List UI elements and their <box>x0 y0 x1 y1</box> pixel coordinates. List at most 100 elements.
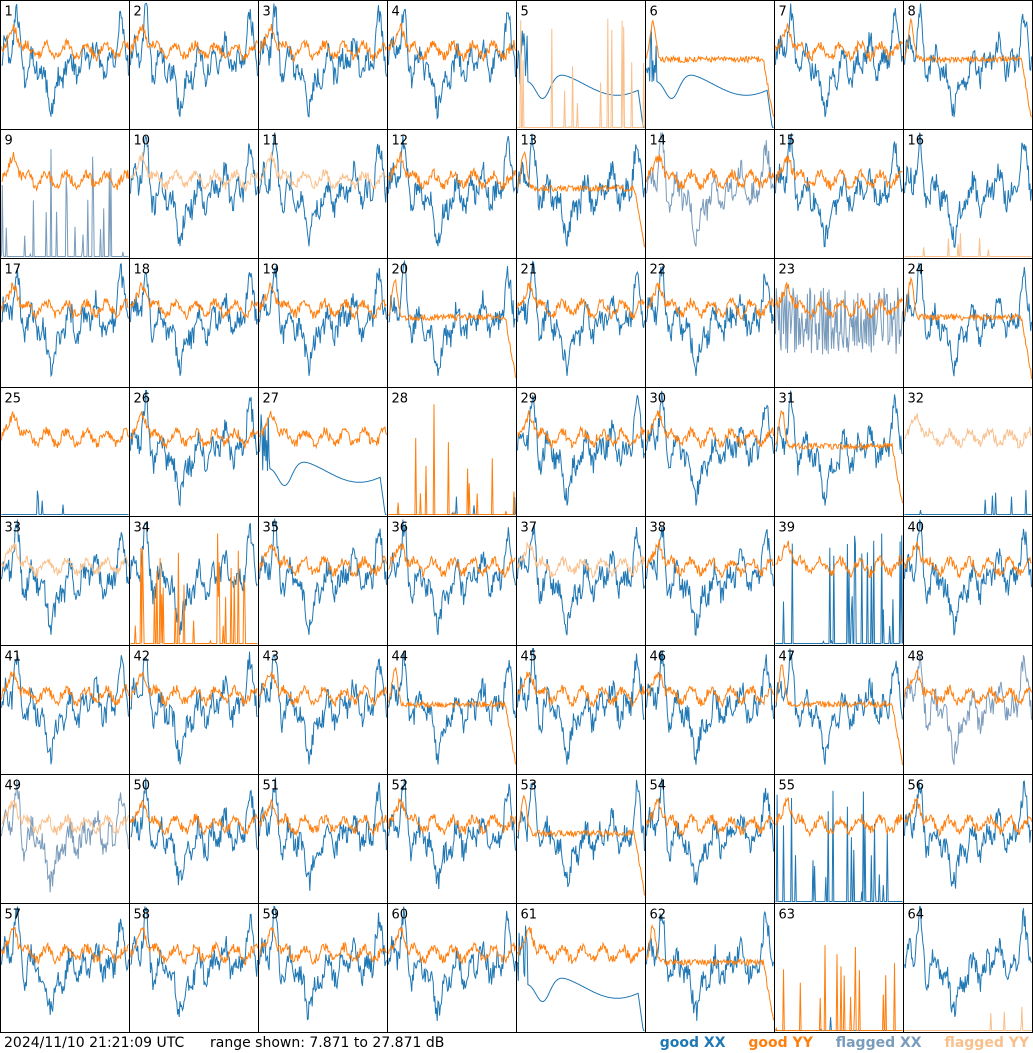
panel-1: 1 <box>0 0 130 130</box>
series-yy-line <box>646 19 774 117</box>
panel-label: 19 <box>263 263 280 278</box>
series-xx-line <box>646 132 774 247</box>
series-yy-line <box>775 23 903 63</box>
series-yy-line <box>1 799 129 836</box>
panel-label: 36 <box>392 521 409 536</box>
series-xx-line <box>904 519 1032 636</box>
panel-frame <box>774 645 904 775</box>
panel-63: 63 <box>774 903 904 1033</box>
series-yy-line <box>904 668 1032 706</box>
series-xx-line <box>904 490 1032 515</box>
panel-frame <box>774 0 904 130</box>
panel-frame <box>129 774 259 904</box>
panel-label: 31 <box>779 392 796 407</box>
legend-good-yy: good YY <box>748 1035 813 1051</box>
panel-label: 38 <box>650 521 667 536</box>
series-xx-line <box>646 650 774 765</box>
series-xx-line <box>388 259 516 376</box>
panel-6: 6 <box>645 0 775 130</box>
panel-frame <box>774 387 904 517</box>
series-yy-line <box>130 926 258 966</box>
series-yy-line <box>904 797 1032 837</box>
panel-label: 32 <box>908 392 925 407</box>
panel-label: 39 <box>779 521 796 536</box>
panel-label: 64 <box>908 908 925 923</box>
panel-frame <box>129 0 259 130</box>
panel-frame <box>258 0 388 130</box>
series-xx-line <box>259 517 387 635</box>
series-xx-line <box>646 265 774 377</box>
panel-label: 14 <box>650 134 667 149</box>
panel-25: 25 <box>0 387 130 517</box>
panel-frame <box>387 903 517 1033</box>
panel-label: 28 <box>392 392 409 407</box>
series-xx-line <box>1 779 129 893</box>
panel-label: 6 <box>650 5 658 20</box>
series-yy-line <box>904 413 1032 449</box>
panel-label: 37 <box>521 521 538 536</box>
panel-frame <box>129 903 259 1033</box>
panel-label: 58 <box>134 908 151 923</box>
series-yy-line <box>130 411 258 449</box>
panel-54: 54 <box>645 774 775 904</box>
panel-label: 34 <box>134 521 151 536</box>
legend-flagged-yy: flagged YY <box>944 1035 1029 1051</box>
panel-42: 42 <box>129 645 259 775</box>
series-xx-line <box>388 135 516 247</box>
panel-label: 53 <box>521 779 538 794</box>
panel-label: 41 <box>5 650 22 665</box>
panel-30: 30 <box>645 387 775 517</box>
panel-label: 23 <box>779 263 796 278</box>
panel-33: 33 <box>0 516 130 646</box>
series-xx-line <box>517 133 645 247</box>
panel-34: 34 <box>129 516 259 646</box>
panel-label: 18 <box>134 263 151 278</box>
series-yy-line <box>130 799 258 837</box>
series-yy-line <box>1 282 129 321</box>
panel-18: 18 <box>129 258 259 388</box>
panel-frame <box>387 516 517 646</box>
panel-7: 7 <box>774 0 904 130</box>
series-yy-line <box>646 924 774 1021</box>
panel-51: 51 <box>258 774 388 904</box>
series-yy-line <box>646 282 774 321</box>
panel-label: 33 <box>5 521 22 536</box>
panel-frame <box>129 645 259 775</box>
panel-label: 63 <box>779 908 796 923</box>
panel-frame <box>0 903 130 1033</box>
series-yy-line <box>904 233 1032 257</box>
panel-62: 62 <box>645 903 775 1033</box>
panel-59: 59 <box>258 903 388 1033</box>
panel-56: 56 <box>903 774 1033 904</box>
series-yy-line <box>1 24 129 62</box>
panel-label: 12 <box>392 134 409 149</box>
series-yy-line <box>259 926 387 965</box>
series-xx-line <box>1 149 129 257</box>
series-yy-line <box>130 281 258 321</box>
panel-label: 40 <box>908 521 925 536</box>
panel-label: 1 <box>5 5 13 20</box>
panel-label: 57 <box>5 908 22 923</box>
panel-label: 13 <box>521 134 538 149</box>
panel-label: 2 <box>134 5 142 20</box>
panel-label: 22 <box>650 263 667 278</box>
series-xx-line <box>775 132 903 248</box>
series-xx-line <box>130 651 258 765</box>
panel-label: 15 <box>779 134 796 149</box>
panel-label: 25 <box>5 392 22 407</box>
series-yy-line <box>775 281 903 321</box>
panel-frame <box>516 903 646 1033</box>
panel-12: 12 <box>387 129 517 259</box>
panel-label: 51 <box>263 779 280 794</box>
panel-label: 61 <box>521 908 538 923</box>
series-xx-line <box>1 654 129 765</box>
series-yy-line <box>259 670 387 708</box>
series-yy-line <box>130 533 258 644</box>
series-xx-line <box>130 777 258 886</box>
series-yy-line <box>259 410 387 450</box>
panel-label: 56 <box>908 779 925 794</box>
series-yy-line <box>775 797 903 838</box>
panel-label: 26 <box>134 392 151 407</box>
series-yy-line <box>388 151 516 191</box>
series-xx-line <box>646 390 774 506</box>
